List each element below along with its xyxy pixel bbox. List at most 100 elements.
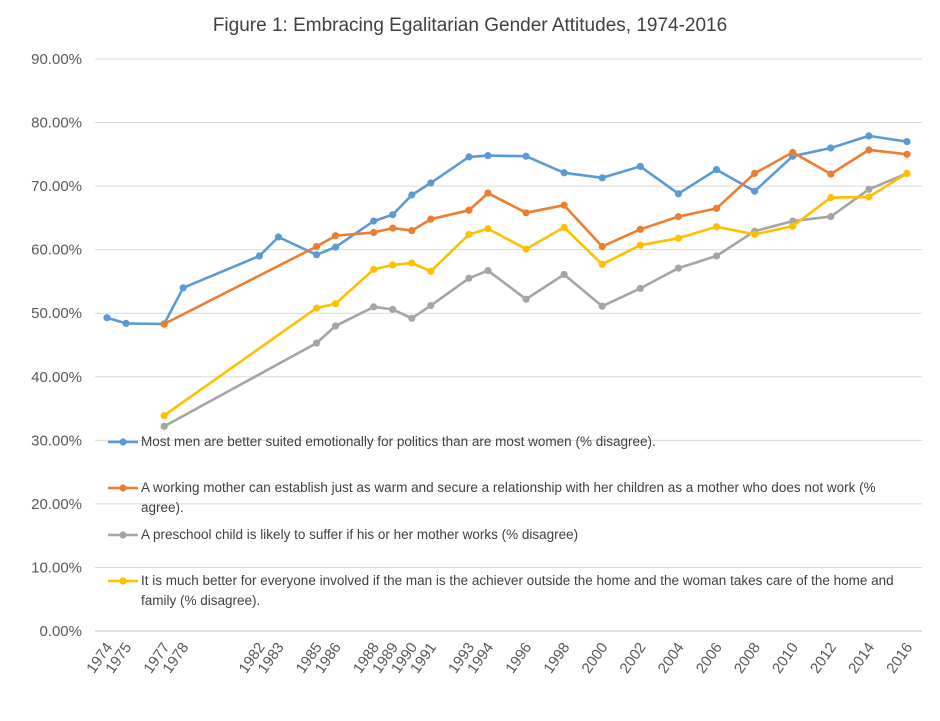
data-point	[789, 222, 797, 230]
legend-label: A working mother can establish just as w…	[141, 480, 876, 515]
x-tick-label: 2006	[693, 640, 726, 677]
data-point	[389, 224, 397, 232]
data-point	[674, 234, 683, 242]
data-point	[865, 146, 873, 154]
legend-swatch-marker	[119, 484, 127, 492]
data-point	[255, 252, 263, 260]
data-point	[636, 225, 644, 233]
data-point	[636, 284, 644, 293]
data-point	[903, 138, 911, 146]
y-tick-label: 50.00%	[31, 305, 82, 322]
data-point	[274, 233, 283, 241]
data-point	[751, 169, 759, 177]
legend-swatch-marker	[119, 531, 127, 539]
data-point	[160, 320, 168, 328]
data-point	[865, 193, 873, 201]
data-point	[674, 264, 683, 272]
data-point	[636, 162, 644, 171]
data-point	[465, 274, 473, 282]
data-point	[122, 319, 130, 327]
data-point	[370, 303, 378, 311]
x-tick-label: 1996	[502, 640, 535, 677]
data-point	[465, 230, 473, 239]
data-point	[674, 190, 683, 198]
y-tick-label: 10.00%	[31, 559, 82, 576]
x-tick-label: 2004	[655, 640, 688, 677]
data-point	[370, 265, 378, 273]
data-point	[789, 148, 797, 157]
series-lines	[103, 132, 911, 430]
legend-item: A preschool child is likely to suffer if…	[108, 527, 578, 542]
y-tick-label: 40.00%	[31, 369, 82, 386]
legend-swatch-marker	[119, 577, 127, 585]
data-point	[712, 165, 721, 174]
data-point	[465, 153, 473, 161]
data-point	[370, 228, 378, 237]
data-point	[331, 322, 340, 330]
y-tick-label: 30.00%	[31, 432, 82, 449]
data-point	[827, 213, 835, 221]
data-point	[560, 270, 568, 279]
data-point	[598, 260, 606, 268]
legend-label: It is much better for everyone involved …	[141, 573, 894, 608]
data-point	[484, 152, 492, 160]
data-point	[522, 209, 530, 217]
data-point	[484, 267, 492, 275]
data-point	[427, 179, 435, 187]
data-point	[712, 223, 721, 231]
x-tick-label: 2014	[845, 640, 878, 677]
data-point	[598, 174, 606, 182]
data-point	[408, 259, 416, 267]
data-point	[179, 284, 187, 292]
data-point	[312, 251, 321, 259]
series-3	[160, 169, 911, 430]
data-point	[903, 150, 911, 158]
data-point	[751, 230, 759, 239]
series-2	[160, 146, 911, 328]
data-point	[427, 301, 435, 310]
legend-item: It is much better for everyone involved …	[108, 573, 894, 608]
data-point	[560, 223, 568, 232]
data-point	[465, 206, 473, 214]
data-point	[312, 339, 321, 347]
data-point	[712, 204, 721, 212]
data-point	[903, 169, 911, 177]
y-axis-ticks: 0.00% 10.00% 20.00% 30.00% 40.00% 50.00% 60.00…	[31, 51, 82, 640]
x-tick-label: 1998	[540, 640, 573, 677]
data-point	[331, 232, 340, 240]
legend-item: A working mother can establish just as w…	[108, 480, 876, 515]
data-point	[598, 242, 606, 251]
legend-label: A preschool child is likely to suffer if…	[141, 527, 578, 542]
data-point	[674, 213, 683, 221]
legend-label: Most men are better suited emotionally f…	[141, 434, 656, 449]
data-point	[160, 422, 168, 430]
data-point	[636, 241, 644, 249]
data-point	[522, 295, 530, 303]
legend-swatch-marker	[119, 438, 127, 446]
data-point	[789, 217, 797, 225]
chart-title: Figure 1: Embracing Egalitarian Gender A…	[213, 15, 727, 36]
data-point	[103, 314, 111, 322]
data-point	[712, 252, 721, 260]
data-point	[312, 242, 321, 251]
data-point	[408, 314, 416, 322]
data-point	[408, 191, 416, 199]
data-point	[408, 227, 416, 235]
data-point	[370, 217, 378, 225]
data-point	[751, 187, 759, 195]
y-tick-label: 80.00%	[31, 115, 82, 132]
data-point	[522, 245, 530, 253]
data-point	[598, 302, 606, 310]
data-point	[160, 411, 168, 420]
x-tick-label: 2002	[617, 640, 650, 677]
data-point	[484, 189, 492, 197]
data-point	[865, 185, 873, 193]
x-tick-label: 2012	[807, 640, 840, 677]
y-tick-label: 60.00%	[31, 242, 82, 259]
data-point	[389, 211, 397, 219]
legend: Most men are better suited emotionally f…	[108, 434, 894, 608]
data-point	[389, 305, 397, 314]
